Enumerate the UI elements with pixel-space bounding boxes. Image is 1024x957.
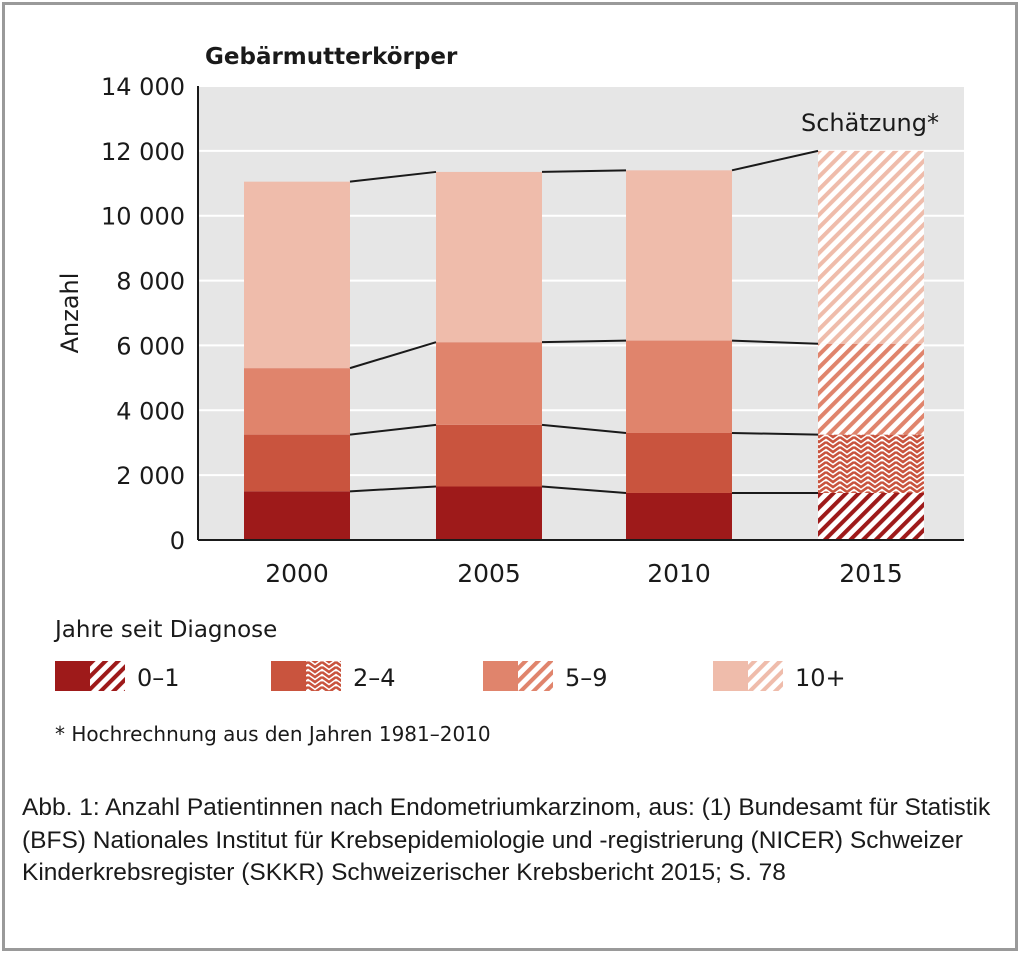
legend-swatch-hatched <box>306 661 341 691</box>
bar-2010-0–1 <box>626 492 732 540</box>
y-tick-label: 0 <box>170 527 185 555</box>
legend-swatch-hatched <box>748 661 783 691</box>
bar-2015-0–1 <box>818 492 924 540</box>
x-tick-label: 2000 <box>265 559 329 588</box>
y-tick-label: 10 000 <box>101 203 185 231</box>
legend-item-2–4: 2–4 <box>271 661 396 692</box>
chart-title: Gebärmutterkörper <box>205 44 458 70</box>
bar-2015-2–4 <box>818 434 924 493</box>
bar-2005-5–9 <box>436 342 542 425</box>
figure-caption: Abb. 1: Anzahl Patientinnen nach Endomet… <box>22 794 991 886</box>
bar-2010-10+ <box>626 170 732 341</box>
bar-2010-5–9 <box>626 340 732 433</box>
bar-2000-0–1 <box>244 491 350 540</box>
connector-line <box>541 169 627 173</box>
connector-line <box>349 423 437 436</box>
bar-2015-5–9 <box>818 343 924 435</box>
legend-label: 5–9 <box>565 664 608 692</box>
x-tick-label: 2005 <box>457 559 521 588</box>
y-tick-label: 4 000 <box>116 397 185 425</box>
bar-2005-10+ <box>436 171 542 343</box>
connector-line <box>731 431 819 436</box>
legend-label: 0–1 <box>137 664 180 692</box>
footnote: * Hochrechnung aus den Jahren 1981–2010 <box>55 722 491 746</box>
legend-swatch-solid <box>713 661 748 691</box>
legend-item-10+: 10+ <box>713 661 846 692</box>
connector-line <box>731 149 819 172</box>
connector-line <box>349 485 437 493</box>
bar-2000-5–9 <box>244 368 350 435</box>
y-tick-label: 8 000 <box>116 268 185 296</box>
bar-2000-2–4 <box>244 434 350 492</box>
connector-line <box>731 339 819 345</box>
legend-item-5–9: 5–9 <box>483 661 608 692</box>
legend-label: 2–4 <box>353 664 396 692</box>
y-tick-label: 14 000 <box>101 73 185 101</box>
y-tick-label: 6 000 <box>116 332 185 360</box>
x-tick-label: 2010 <box>647 559 711 588</box>
bar-2005-0–1 <box>436 486 542 540</box>
connector-line <box>541 423 627 434</box>
legend-swatch-hatched <box>90 661 125 691</box>
legend-label: 10+ <box>795 664 846 692</box>
bar-2000-10+ <box>244 181 350 369</box>
legend-swatch-solid <box>271 661 306 691</box>
connector-line <box>349 170 437 183</box>
bar-2005-2–4 <box>436 424 542 487</box>
x-tick-label: 2015 <box>839 559 903 588</box>
legend-swatch-solid <box>483 661 518 691</box>
legend-title: Jahre seit Diagnose <box>53 617 277 643</box>
connector-line <box>541 339 627 344</box>
legend-swatch-solid <box>55 661 90 691</box>
bar-2010-2–4 <box>626 432 732 493</box>
connector-line <box>349 341 437 370</box>
y-tick-label: 2 000 <box>116 462 185 490</box>
y-axis-label: Anzahl <box>56 273 84 354</box>
connector-line <box>541 485 627 494</box>
stacked-bar-chart: 0 2 000 4 000 6 000 8 000 10 000 12 000 14 000 2… <box>53 44 964 746</box>
estimate-label: Schätzung* <box>801 109 939 137</box>
legend-item-0–1: 0–1 <box>55 661 180 692</box>
y-tick-label: 12 000 <box>101 138 185 166</box>
legend-swatch-hatched <box>518 661 553 691</box>
bar-2015-10+ <box>818 150 924 344</box>
